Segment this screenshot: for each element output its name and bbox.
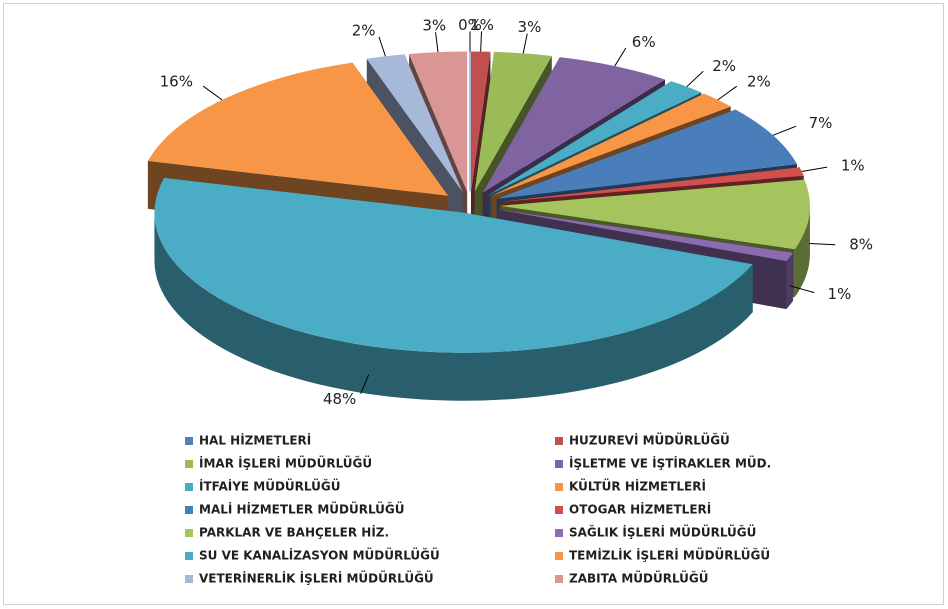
legend-swatch [555, 506, 563, 514]
legend-label: SU VE KANALİZASYON MÜDÜRLÜĞÜ [199, 548, 440, 563]
legend-label: SAĞLIK İŞLERİ MÜDÜRLÜĞÜ [569, 525, 756, 540]
slice-top [498, 209, 794, 262]
legend-label: KÜLTÜR HİZMETLERİ [569, 479, 706, 494]
legend-label: VETERİNERLİK İŞLERİ MÜDÜRLÜĞÜ [199, 571, 434, 586]
slice-top [482, 57, 665, 193]
data-label: 2% [352, 22, 376, 40]
legend-label: OTOGAR HİZMETLERİ [569, 502, 711, 517]
slice-top [366, 54, 463, 192]
slice-top [499, 179, 810, 250]
leader-line [686, 70, 704, 88]
slice-top [474, 51, 552, 192]
legend-label: ZABITA MÜDÜRLÜĞÜ [569, 571, 709, 586]
leader-line [360, 374, 370, 394]
leader-line [614, 47, 627, 67]
legend-swatch [555, 575, 563, 583]
legend-swatch [555, 552, 563, 560]
legend-label: PARKLAR VE BAHÇELER HİZ. [199, 525, 389, 540]
legend-label: İMAR İŞLERİ MÜDÜRLÜĞÜ [199, 456, 372, 471]
slice-top [496, 109, 797, 199]
leader-line [801, 166, 828, 172]
legend-swatch [185, 552, 193, 560]
legend-swatch [555, 437, 563, 445]
legend-swatch [185, 460, 193, 468]
legend-label: MALİ HİZMETLER MÜDÜRLÜĞÜ [199, 502, 405, 517]
data-label: 2% [712, 57, 736, 75]
slice-top [491, 93, 731, 196]
data-label: 16% [160, 73, 193, 91]
leader-line [480, 31, 482, 52]
slice-top [147, 62, 449, 196]
legend-swatch [185, 575, 193, 583]
data-label: 48% [323, 390, 356, 408]
slice-wall [154, 212, 753, 401]
leader-line [717, 85, 738, 101]
leader-line [772, 125, 797, 136]
legend-swatch [185, 506, 193, 514]
data-label: 3% [422, 17, 446, 35]
legend-label: HUZUREVİ MÜDÜRLÜĞÜ [569, 433, 730, 448]
slice-top [499, 167, 804, 203]
leader-line [522, 33, 528, 54]
legend-label: HAL HİZMETLERİ [199, 433, 311, 448]
leader-line [435, 32, 439, 53]
slice-top [470, 51, 491, 192]
slice-top [489, 81, 702, 195]
leader-line [202, 85, 223, 101]
legend-label: İŞLETME VE İŞTİRAKLER MÜD. [569, 456, 771, 471]
data-label: 1% [470, 16, 494, 34]
data-label: 1% [841, 156, 865, 174]
data-label: 8% [849, 236, 873, 254]
data-label: 2% [747, 73, 771, 91]
leader-line [378, 36, 386, 57]
slice-top [154, 177, 753, 353]
leader-line [789, 285, 815, 294]
leader-line [809, 242, 836, 246]
data-label: 6% [632, 33, 656, 51]
data-label: 7% [809, 114, 833, 132]
data-label: 3% [518, 18, 542, 36]
slice-wall [786, 252, 794, 310]
slice-wall [794, 205, 810, 298]
legend-label: İTFAİYE MÜDÜRLÜĞÜ [199, 479, 340, 494]
slice [154, 177, 753, 401]
slice-top [409, 51, 468, 192]
legend-swatch [185, 437, 193, 445]
legend-swatch [555, 483, 563, 491]
legend-swatch [555, 529, 563, 537]
data-label: 1% [828, 285, 852, 303]
legend-swatch [555, 460, 563, 468]
legend-swatch [185, 529, 193, 537]
legend-label: TEMİZLİK İŞLERİ MÜDÜRLÜĞÜ [569, 548, 770, 563]
data-label: 0% [458, 16, 482, 34]
legend-swatch [185, 483, 193, 491]
